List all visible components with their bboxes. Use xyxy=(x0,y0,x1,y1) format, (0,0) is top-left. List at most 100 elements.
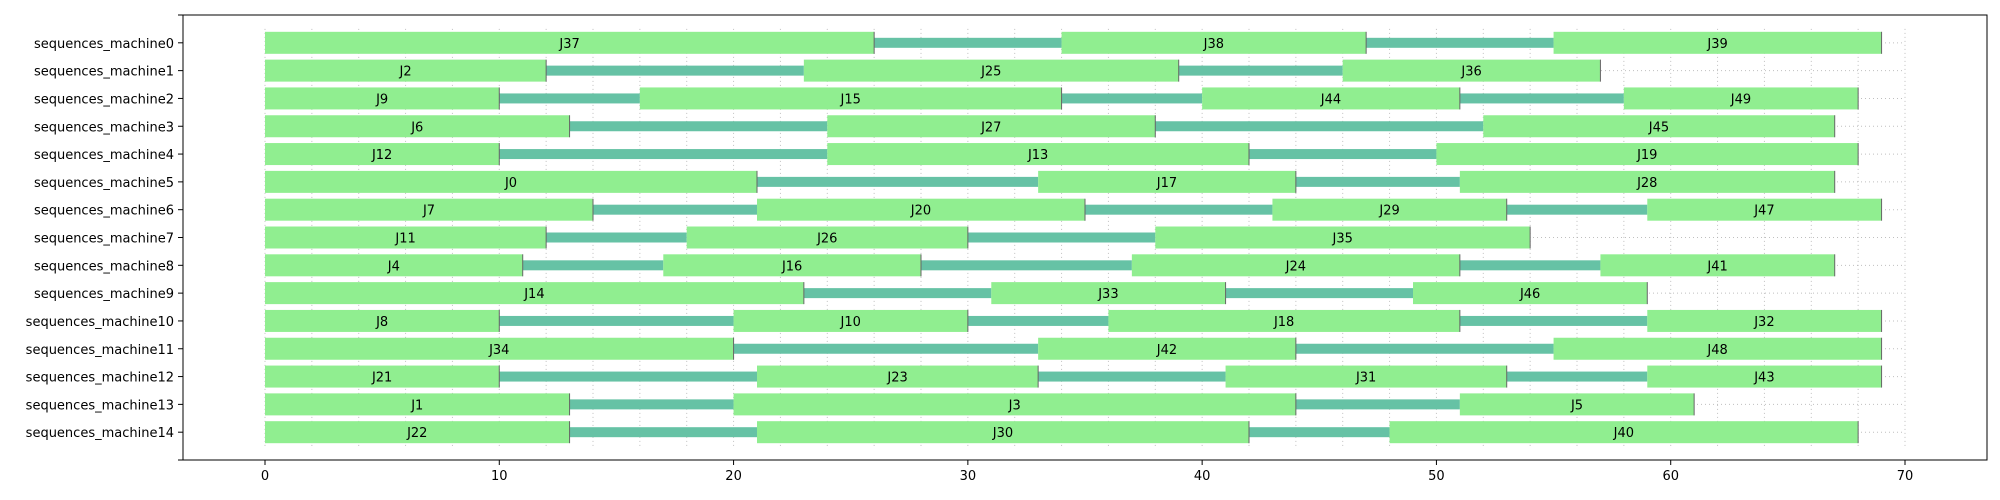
job-label: J12 xyxy=(371,148,392,163)
x-tick-label: 10 xyxy=(491,469,508,484)
job-bar xyxy=(1131,254,1460,277)
idle-bar xyxy=(499,371,757,382)
job-bar xyxy=(265,337,734,360)
idle-bar xyxy=(1459,93,1624,104)
job-bar xyxy=(1389,421,1859,444)
job-bar xyxy=(757,421,1249,444)
idle-bar xyxy=(1295,399,1460,410)
job-label: J27 xyxy=(980,120,1001,135)
x-tick-label: 20 xyxy=(725,469,742,484)
job-label: J47 xyxy=(1753,204,1774,219)
x-tick-label: 0 xyxy=(261,469,269,484)
job-label: J26 xyxy=(816,232,837,247)
job-label: J49 xyxy=(1730,92,1751,107)
job-label: J13 xyxy=(1027,148,1048,163)
idle-bar xyxy=(803,288,992,299)
job-label: J4 xyxy=(387,259,400,274)
y-tick-label: sequences_machine2 xyxy=(34,92,174,107)
job-label: J17 xyxy=(1156,176,1177,191)
job-bar xyxy=(663,254,921,277)
job-label: J21 xyxy=(371,371,392,386)
job-bar xyxy=(1436,143,1859,166)
job-bar xyxy=(265,31,875,54)
idle-bar xyxy=(1085,204,1273,215)
idle-bar xyxy=(921,260,1132,271)
job-bar xyxy=(827,115,1156,138)
x-tick-label: 50 xyxy=(1428,469,1445,484)
job-label: J31 xyxy=(1355,371,1376,386)
job-bar xyxy=(265,254,523,277)
x-tick-label: 40 xyxy=(1194,469,1211,484)
job-bar xyxy=(1202,87,1460,110)
idle-bar xyxy=(967,315,1109,326)
job-label: J43 xyxy=(1753,371,1774,386)
job-bar xyxy=(1553,31,1882,54)
job-label: J2 xyxy=(399,65,412,80)
idle-bar xyxy=(1459,260,1601,271)
job-bar xyxy=(1155,226,1531,249)
y-tick-label: sequences_machine6 xyxy=(34,204,174,219)
job-bar xyxy=(265,365,500,388)
job-label: J16 xyxy=(781,259,802,274)
idle-bar xyxy=(593,204,757,215)
job-label: J30 xyxy=(992,426,1013,441)
job-label: J32 xyxy=(1753,315,1774,330)
job-bar xyxy=(1600,254,1835,277)
job-bar xyxy=(1342,59,1601,82)
bars-layer xyxy=(265,31,1883,444)
job-label: J5 xyxy=(1570,398,1583,413)
y-tick-label: sequences_machine14 xyxy=(26,426,174,441)
idle-bar xyxy=(1366,37,1554,48)
x-tick-label: 60 xyxy=(1662,469,1679,484)
job-label: J23 xyxy=(886,371,907,386)
job-bar xyxy=(1272,198,1507,221)
y-tick-label: sequences_machine0 xyxy=(34,37,174,52)
job-label: J0 xyxy=(504,176,517,191)
job-label: J10 xyxy=(840,315,861,330)
y-tick-label: sequences_machine3 xyxy=(34,120,174,135)
job-label: J19 xyxy=(1636,148,1657,163)
job-label: J37 xyxy=(558,37,579,52)
job-bar xyxy=(733,309,968,332)
job-label: J44 xyxy=(1320,92,1341,107)
y-tick-label: sequences_machine5 xyxy=(34,176,174,191)
job-bar xyxy=(733,393,1296,416)
job-label: J41 xyxy=(1706,259,1727,274)
job-bar xyxy=(1483,115,1835,138)
job-bar xyxy=(1647,198,1882,221)
job-bar xyxy=(1553,337,1882,360)
idle-bar xyxy=(1061,93,1203,104)
y-tick-label: sequences_machine8 xyxy=(34,259,174,274)
job-bar xyxy=(827,143,1249,166)
job-bar xyxy=(265,421,570,444)
job-label: J22 xyxy=(406,426,427,441)
job-label: J1 xyxy=(410,398,423,413)
job-label: J3 xyxy=(1008,398,1021,413)
idle-bar xyxy=(874,37,1062,48)
y-tick-label: sequences_machine10 xyxy=(26,315,174,330)
job-label: J40 xyxy=(1613,426,1634,441)
x-tick-label: 70 xyxy=(1897,469,1914,484)
idle-bar xyxy=(1295,176,1460,187)
idle-bar xyxy=(546,232,687,243)
job-label: J6 xyxy=(410,120,423,135)
job-label: J7 xyxy=(422,204,435,219)
job-bar xyxy=(1413,282,1648,305)
idle-bar xyxy=(1038,371,1226,382)
job-label: J8 xyxy=(375,315,388,330)
job-bar xyxy=(686,226,968,249)
y-tick-label: sequences_machine9 xyxy=(34,287,174,302)
idle-bar xyxy=(569,399,734,410)
job-bar xyxy=(1647,365,1882,388)
idle-bar xyxy=(1459,315,1648,326)
job-label: J18 xyxy=(1273,315,1294,330)
job-bar xyxy=(1459,170,1835,193)
job-label: J15 xyxy=(840,92,861,107)
job-bar xyxy=(265,282,804,305)
idle-bar xyxy=(569,427,757,438)
job-label: J20 xyxy=(910,204,931,219)
job-label: J11 xyxy=(394,232,415,247)
job-label: J35 xyxy=(1332,232,1353,247)
idle-bar xyxy=(1155,121,1484,132)
